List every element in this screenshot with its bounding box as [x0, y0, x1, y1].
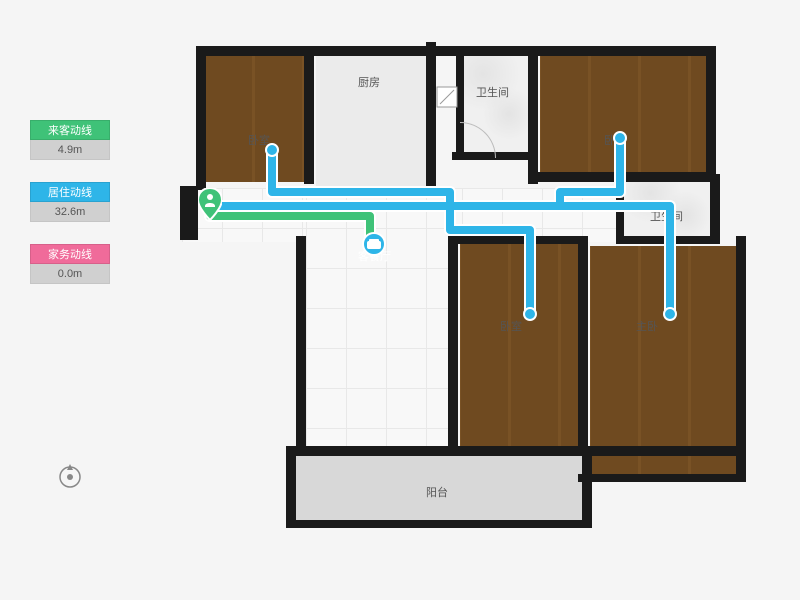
legend-guest-label: 来客动线 [30, 120, 110, 140]
legend-guest: 来客动线 4.9m [30, 120, 110, 160]
compass-icon [55, 460, 85, 490]
legend-chore-label: 家务动线 [30, 244, 110, 264]
floorplan: 卧室 厨房 卫生间 卧室 客餐厅 卧室 主卧 卫生间 阳台 [180, 30, 760, 570]
legend-guest-value: 4.9m [30, 140, 110, 160]
start-marker-icon [198, 188, 222, 220]
legend-living-value: 32.6m [30, 202, 110, 222]
legend-panel: 来客动线 4.9m 居住动线 32.6m 家务动线 0.0m [30, 120, 110, 306]
circulation-paths [180, 30, 760, 570]
legend-chore-value: 0.0m [30, 264, 110, 284]
legend-living: 居住动线 32.6m [30, 182, 110, 222]
legend-chore: 家务动线 0.0m [30, 244, 110, 284]
legend-living-label: 居住动线 [30, 182, 110, 202]
